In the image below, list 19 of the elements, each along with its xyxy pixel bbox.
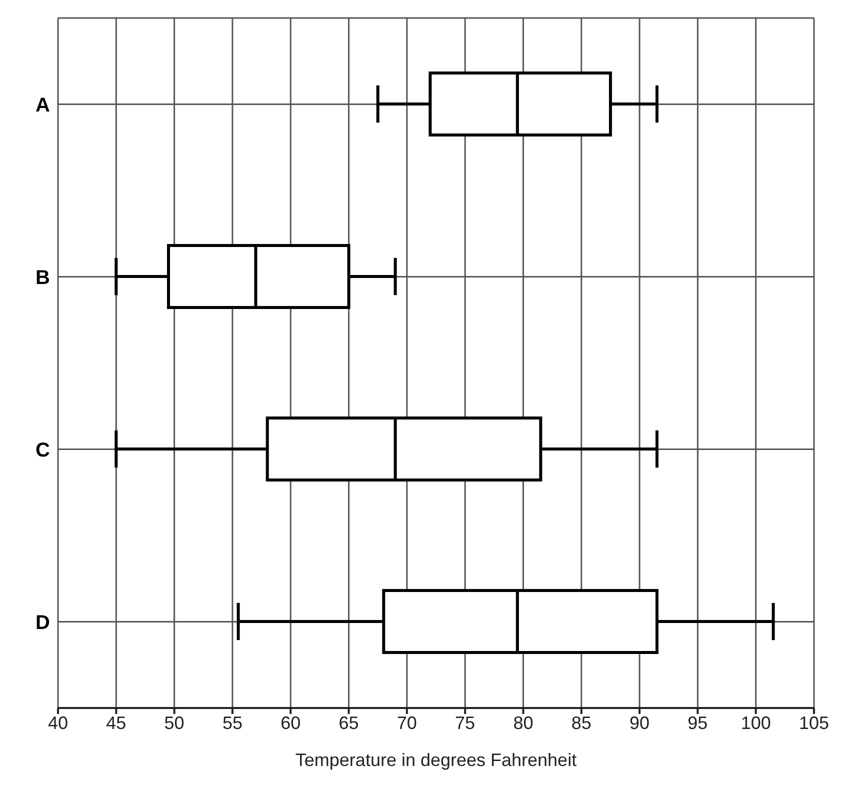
- x-tick-label: 40: [48, 712, 68, 733]
- x-tick-label: 95: [688, 712, 708, 733]
- x-tick-label: 80: [513, 712, 534, 733]
- x-tick-label: 55: [222, 712, 242, 733]
- x-axis-title: Temperature in degrees Fahrenheit: [295, 750, 577, 770]
- y-tick-label: D: [36, 612, 50, 634]
- x-tick-label: 60: [280, 712, 301, 733]
- x-tick-label: 50: [164, 712, 184, 733]
- x-tick-label: 75: [455, 712, 476, 733]
- x-tick-label: 85: [571, 712, 592, 733]
- y-tick-label: A: [36, 94, 50, 116]
- x-tick-label: 45: [106, 712, 126, 733]
- x-tick-label: 105: [798, 712, 830, 733]
- x-tick-label: 100: [740, 712, 771, 733]
- x-tick-label: 70: [396, 712, 417, 733]
- x-tick-label: 65: [338, 712, 359, 733]
- y-tick-label: C: [36, 439, 50, 462]
- x-tick-label: 90: [630, 712, 650, 733]
- y-tick-label: B: [36, 266, 50, 289]
